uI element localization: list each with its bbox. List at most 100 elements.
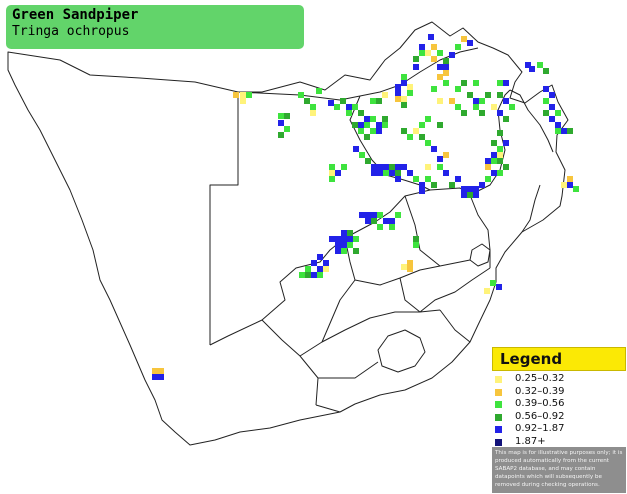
record-cells	[152, 34, 579, 380]
record-cell	[334, 104, 340, 110]
record-cell	[449, 182, 455, 188]
record-cell	[407, 170, 413, 176]
legend-row: 1.87+	[491, 436, 627, 450]
legend-panel: Legend 0.25–0.32 0.32–0.39 0.39–0.56 0.5…	[491, 346, 627, 494]
record-cell	[329, 236, 335, 242]
record-cell	[401, 128, 407, 134]
record-cell	[364, 134, 370, 140]
record-cell	[431, 182, 437, 188]
record-cell	[549, 104, 555, 110]
record-cell	[335, 170, 341, 176]
record-cell	[377, 224, 383, 230]
record-cell	[473, 192, 479, 198]
record-cell	[491, 170, 497, 176]
record-cell	[304, 98, 310, 104]
record-cell	[419, 182, 425, 188]
record-cell	[240, 98, 246, 104]
record-cell	[401, 164, 407, 170]
record-cell	[437, 156, 443, 162]
record-cell	[401, 102, 407, 108]
record-cell	[485, 176, 491, 182]
record-cell	[479, 98, 485, 104]
record-cell	[443, 152, 449, 158]
record-cell	[317, 254, 323, 260]
record-cell	[437, 98, 443, 104]
legend-row: 0.56–0.92	[491, 411, 627, 425]
record-cell	[419, 44, 425, 50]
record-cell	[389, 218, 395, 224]
record-cell	[561, 182, 567, 188]
record-cell	[503, 80, 509, 86]
record-cell	[497, 80, 503, 86]
record-cell	[407, 84, 413, 90]
record-cell	[329, 164, 335, 170]
record-cell	[428, 34, 434, 40]
record-cell	[346, 110, 352, 116]
record-cell	[490, 280, 496, 286]
record-cell	[419, 188, 425, 194]
record-cell	[485, 92, 491, 98]
record-cell	[425, 50, 431, 56]
record-cell	[370, 116, 376, 122]
species-common-name: Green Sandpiper	[12, 7, 139, 23]
record-cell	[352, 104, 358, 110]
southern-africa-outline	[7, 21, 569, 446]
record-cell	[395, 212, 401, 218]
record-cell	[358, 122, 364, 128]
record-cell	[340, 98, 346, 104]
record-cell	[310, 104, 316, 110]
record-cell	[329, 176, 335, 182]
border-zambia-zimbabwe	[359, 47, 479, 97]
record-cell	[365, 218, 371, 224]
record-cell	[358, 128, 364, 134]
record-cell	[377, 170, 383, 176]
record-cell	[310, 110, 316, 116]
record-cell	[437, 74, 443, 80]
record-cell	[455, 86, 461, 92]
record-cell	[370, 98, 376, 104]
record-cell	[401, 264, 407, 270]
record-cell	[152, 368, 158, 374]
record-cell	[485, 158, 491, 164]
legend-label: 0.32–0.39	[515, 385, 565, 397]
border-zimbabwe-mozambique	[469, 89, 511, 196]
record-cell	[529, 66, 535, 72]
record-cell	[413, 242, 419, 248]
record-cell	[555, 128, 561, 134]
record-cell	[503, 116, 509, 122]
record-cell	[567, 176, 573, 182]
record-cell	[407, 260, 413, 266]
legend-rows: 0.25–0.32 0.32–0.39 0.39–0.56 0.56–0.92 …	[491, 373, 627, 450]
record-cell	[425, 176, 431, 182]
record-cell	[341, 236, 347, 242]
record-cell	[573, 186, 579, 192]
record-cell	[497, 170, 503, 176]
record-cell	[371, 170, 377, 176]
record-cell	[437, 122, 443, 128]
record-cell	[383, 170, 389, 176]
record-cell	[317, 272, 323, 278]
record-cell	[364, 116, 370, 122]
record-cell	[497, 158, 503, 164]
record-cell	[376, 128, 382, 134]
record-cell	[359, 152, 365, 158]
record-cell	[525, 62, 531, 68]
record-cell	[443, 58, 449, 64]
border-malawi	[509, 89, 554, 153]
record-cell	[370, 128, 376, 134]
record-cell	[425, 140, 431, 146]
record-cell	[383, 164, 389, 170]
record-cell	[543, 68, 549, 74]
legend-swatch	[495, 438, 502, 446]
record-cell	[347, 236, 353, 242]
record-cell	[437, 164, 443, 170]
record-cell	[341, 164, 347, 170]
record-cell	[341, 242, 347, 248]
record-cell	[473, 186, 479, 192]
legend-swatch	[495, 426, 502, 434]
record-cell	[382, 122, 388, 128]
record-cell	[549, 92, 555, 98]
record-cell	[364, 122, 370, 128]
record-cell	[561, 128, 567, 134]
